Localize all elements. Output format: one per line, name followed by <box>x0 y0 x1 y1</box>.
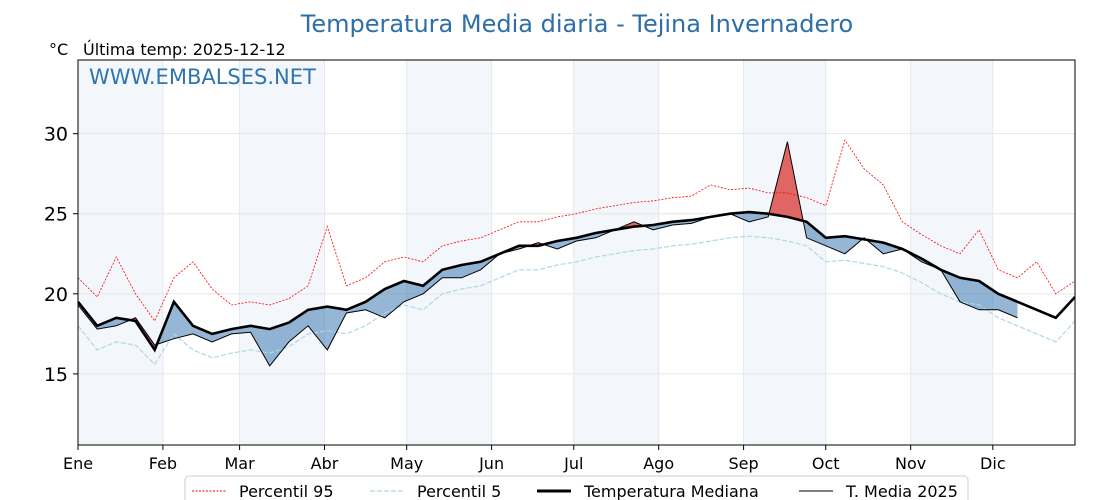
series-percentil-5 <box>78 235 1075 366</box>
legend-p5-label: Percentil 5 <box>417 482 501 500</box>
x-tick-label-dic: Dic <box>980 454 1006 473</box>
x-tick-label-sep: Sep <box>729 454 759 473</box>
plot-frame <box>77 59 1076 446</box>
x-tick-label-mar: Mar <box>225 454 256 473</box>
month-band <box>78 60 163 445</box>
legend: Percentil 95 Percentil 5 Temperatura Med… <box>184 475 969 500</box>
x-tick-label-nov: Nov <box>895 454 926 473</box>
y-tick-label: 20 <box>44 284 68 306</box>
month-band <box>573 60 659 445</box>
plot-marks <box>78 139 1075 367</box>
grid-lines <box>77 60 1075 445</box>
y-tick-label: 30 <box>44 124 68 146</box>
chart-title: Temperatura Media diaria - Tejina Invern… <box>300 10 853 38</box>
x-tick-label-feb: Feb <box>149 454 177 473</box>
x-tick-label-abr: Abr <box>311 454 339 473</box>
x-tick-label-jun: Jun <box>478 454 504 473</box>
month-bands <box>78 60 993 445</box>
axes: Ene Feb Mar Abr May Jun Jul Ago Sep Oct Nov Dic 15 20… <box>44 124 1006 473</box>
series-percentil-95 <box>78 139 1075 322</box>
unit-label: °C <box>49 40 68 59</box>
last-temp-label: Última temp: 2025-12-12 <box>83 40 286 59</box>
month-band <box>239 60 325 445</box>
month-band <box>743 60 826 445</box>
x-tick-label-jul: Jul <box>563 454 583 473</box>
legend-median-label: Temperatura Mediana <box>583 482 759 500</box>
month-band <box>406 60 492 445</box>
legend-2025-label: T. Media 2025 <box>845 482 958 500</box>
x-tick-label-ene: Ene <box>63 454 93 473</box>
y-tick-label: 15 <box>44 364 68 386</box>
legend-p95-label: Percentil 95 <box>239 482 334 500</box>
series-temperatura-mediana <box>78 210 1075 353</box>
legend-box <box>184 475 969 500</box>
y-tick-label: 25 <box>44 204 68 226</box>
x-tick-label-ago: Ago <box>643 454 674 473</box>
series-t-media-2025 <box>78 141 1018 367</box>
x-tick-label-may: May <box>390 454 423 473</box>
x-tick-label-oct: Oct <box>812 454 840 473</box>
month-band <box>910 60 993 445</box>
watermark: WWW.EMBALSES.NET <box>89 65 316 89</box>
